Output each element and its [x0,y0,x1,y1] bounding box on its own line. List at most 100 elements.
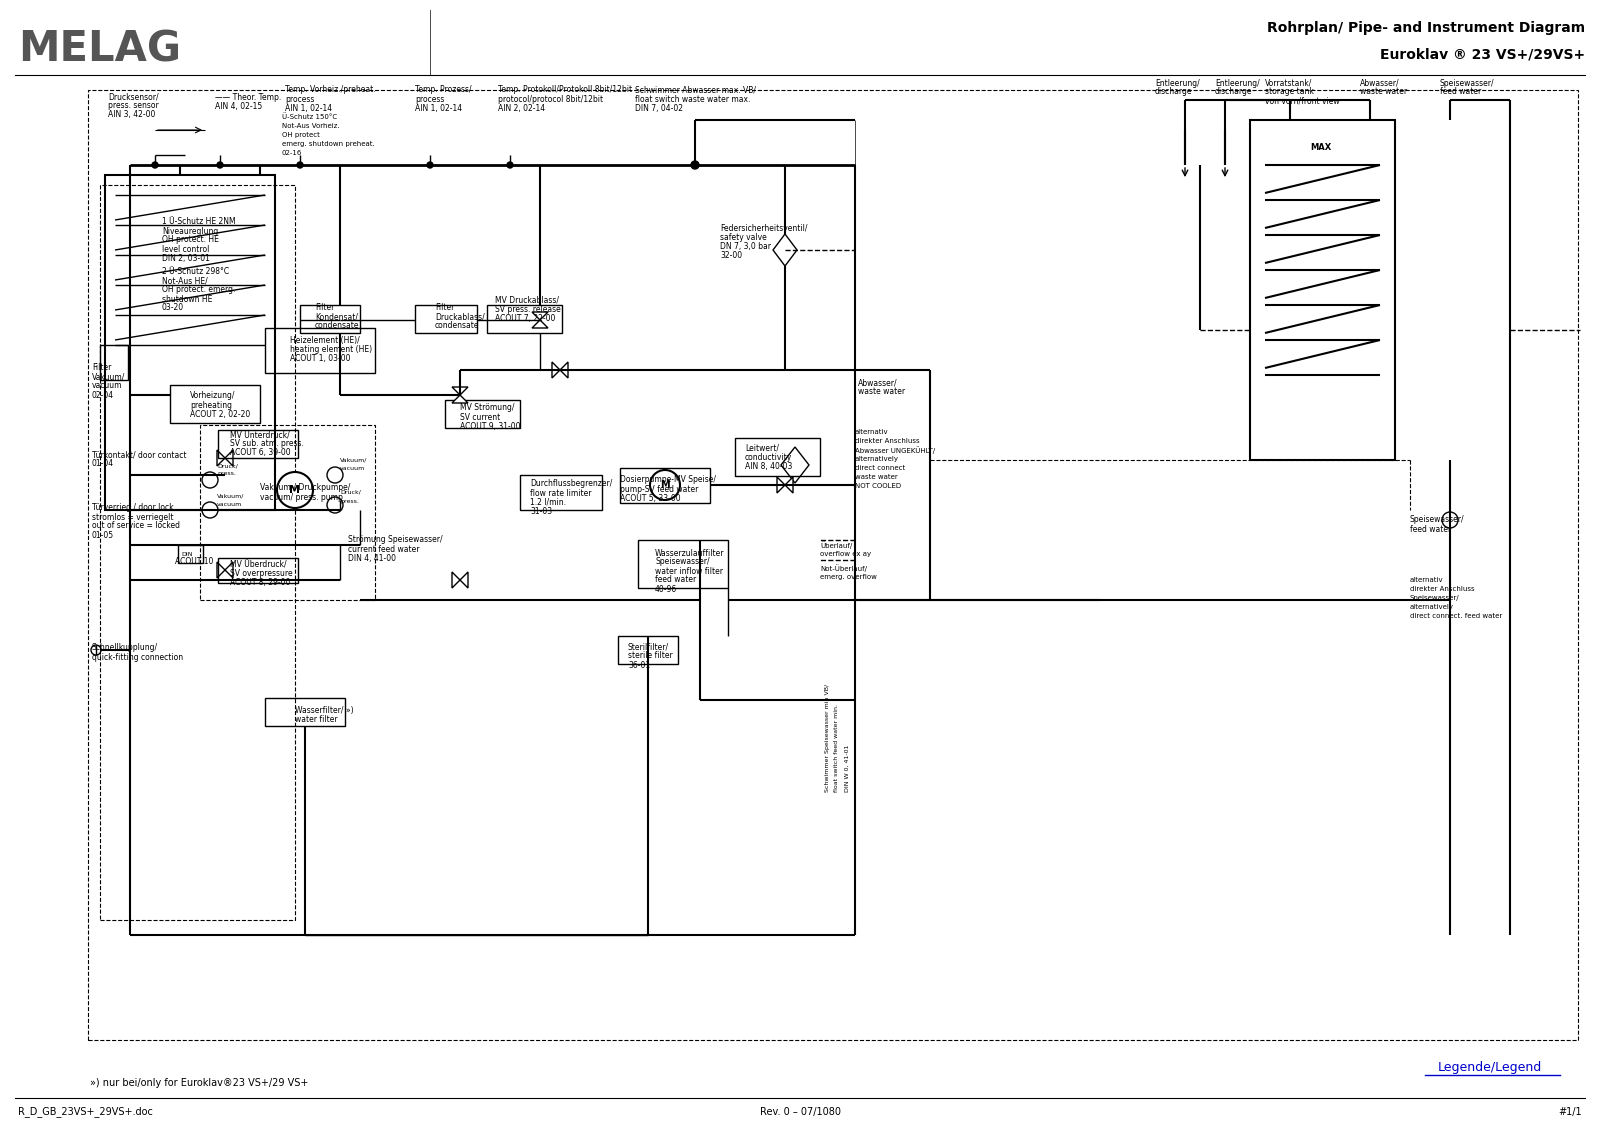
Text: SV sub. atm. press.: SV sub. atm. press. [230,439,304,448]
Polygon shape [781,447,810,483]
Text: ACOUT 7, 22-00: ACOUT 7, 22-00 [494,314,555,323]
Text: 2 Ü-Schutz 298°C: 2 Ü-Schutz 298°C [162,267,229,276]
Text: alternatively: alternatively [1410,604,1454,610]
Text: overflow ex ay: overflow ex ay [819,551,870,557]
Text: press. sensor: press. sensor [109,102,158,111]
Bar [301,305,360,333]
Bar [486,305,562,333]
Bar [1250,120,1395,460]
Circle shape [152,162,158,168]
Circle shape [298,162,302,168]
Text: Kondensat/: Kondensat/ [315,312,358,321]
Text: MV Druckablass/: MV Druckablass/ [494,295,558,305]
Text: DIN 4, 41-00: DIN 4, 41-00 [349,554,397,563]
Text: direct connect. feed water: direct connect. feed water [1410,614,1502,619]
Text: Vorheizung/: Vorheizung/ [190,392,235,401]
Text: Abwasser/: Abwasser/ [1360,78,1400,87]
Text: OH protect: OH protect [282,132,320,138]
Polygon shape [531,320,547,328]
Text: waste water: waste water [1360,87,1406,96]
Text: 31-03: 31-03 [530,506,552,515]
Text: press.: press. [339,498,358,504]
Text: Vakuum/: Vakuum/ [93,372,125,381]
Text: Abwasser/: Abwasser/ [858,378,898,387]
Bar [106,175,275,511]
Text: water inflow filter: water inflow filter [654,566,723,575]
Text: Druck/: Druck/ [339,489,362,495]
Text: conductivity: conductivity [746,453,792,462]
Text: preheating: preheating [190,401,232,410]
Text: protocol/protocol 8bit/12bit: protocol/protocol 8bit/12bit [498,94,603,103]
Text: Drucksensor/: Drucksensor/ [109,93,158,102]
Text: feed water: feed water [1410,524,1451,533]
Text: ACOUT 1, 03-00: ACOUT 1, 03-00 [290,353,350,362]
Text: 03-20: 03-20 [162,303,184,312]
Text: condensate: condensate [435,321,480,331]
Text: pump-SV feed water: pump-SV feed water [621,484,698,494]
Text: vacuum: vacuum [218,503,242,507]
Bar [88,91,1578,1040]
Text: heating element (HE): heating element (HE) [290,344,373,353]
Text: Dosierpumpe-MV Speise/: Dosierpumpe-MV Speise/ [621,475,717,484]
Text: ACOUT 5, 33-00: ACOUT 5, 33-00 [621,494,680,503]
Text: Wasserzulauffilter: Wasserzulauffilter [654,549,725,557]
Text: —— Theor. Temp.: —— Theor. Temp. [214,93,282,102]
Text: out of service = locked: out of service = locked [93,522,179,531]
Text: alternatively: alternatively [854,456,899,462]
Circle shape [507,162,514,168]
Text: MV Strömung/: MV Strömung/ [461,403,515,412]
Text: Schwimmer Speisewasser min VB/: Schwimmer Speisewasser min VB/ [824,684,829,792]
Text: vacuum: vacuum [339,466,365,472]
Text: Entleerung/: Entleerung/ [1214,78,1259,87]
Text: current feed water: current feed water [349,544,419,554]
Text: Überlauf/: Überlauf/ [819,541,853,549]
Bar [445,400,520,428]
Text: AIN 1, 02-14: AIN 1, 02-14 [285,103,333,112]
Text: ») nur bei/only for Euroklav®23 VS+/29 VS+: ») nur bei/only for Euroklav®23 VS+/29 V… [90,1078,309,1088]
Bar [266,698,346,726]
Text: Druckablass/: Druckablass/ [435,312,485,321]
Text: vacuum: vacuum [93,381,123,391]
Text: float switch waste water max.: float switch waste water max. [635,94,750,103]
Circle shape [202,501,218,518]
Text: waste water: waste water [854,474,898,480]
Text: Euroklav ® 23 VS+/29VS+: Euroklav ® 23 VS+/29VS+ [1379,48,1586,62]
Text: Filter: Filter [435,303,454,312]
Bar [621,468,710,503]
Text: Entleerung/: Entleerung/ [1155,78,1200,87]
Text: Heizelement (HE)/: Heizelement (HE)/ [290,335,360,344]
Bar [99,185,294,920]
Polygon shape [453,387,467,395]
Text: M: M [661,480,670,490]
Text: Not-Aus Vorheiz.: Not-Aus Vorheiz. [282,123,339,129]
Text: waste water: waste water [858,387,906,396]
Text: ACOUT 10: ACOUT 10 [174,557,213,566]
Text: alternativ: alternativ [854,429,888,435]
Circle shape [1442,512,1458,528]
Text: Vakuum/: Vakuum/ [218,494,245,498]
Polygon shape [778,477,786,494]
Text: Abwasser UNGEKÜHLT/: Abwasser UNGEKÜHLT/ [854,446,934,454]
Bar [218,430,298,458]
Text: Vorratstank/: Vorratstank/ [1266,78,1312,87]
Text: Not-Überlauf/: Not-Überlauf/ [819,564,867,572]
Text: feed water: feed water [1440,87,1482,96]
Bar [178,544,203,563]
Text: DN 7, 3,0 bar: DN 7, 3,0 bar [720,241,771,250]
Text: OH protect. HE: OH protect. HE [162,235,219,245]
Text: Speisewasser/: Speisewasser/ [654,557,710,566]
Text: SV press. release: SV press. release [494,305,560,314]
Text: Druck/: Druck/ [218,463,238,469]
Polygon shape [560,362,568,378]
Text: AIN 3, 42-00: AIN 3, 42-00 [109,111,155,120]
Text: Temp. Prozess/: Temp. Prozess/ [414,86,472,94]
Text: Leitwert/: Leitwert/ [746,444,779,453]
Bar [99,345,128,380]
Text: level control: level control [162,245,210,254]
Text: Strömung Speisewasser/: Strömung Speisewasser/ [349,535,443,544]
Polygon shape [773,234,797,266]
Text: process: process [414,94,445,103]
Text: condensate: condensate [315,321,360,331]
Text: Vakuum-/ Druckpumpe/: Vakuum-/ Druckpumpe/ [259,483,350,492]
Text: Temp. Protokoll/Protokoll 8bit/12bit: Temp. Protokoll/Protokoll 8bit/12bit [498,86,632,94]
